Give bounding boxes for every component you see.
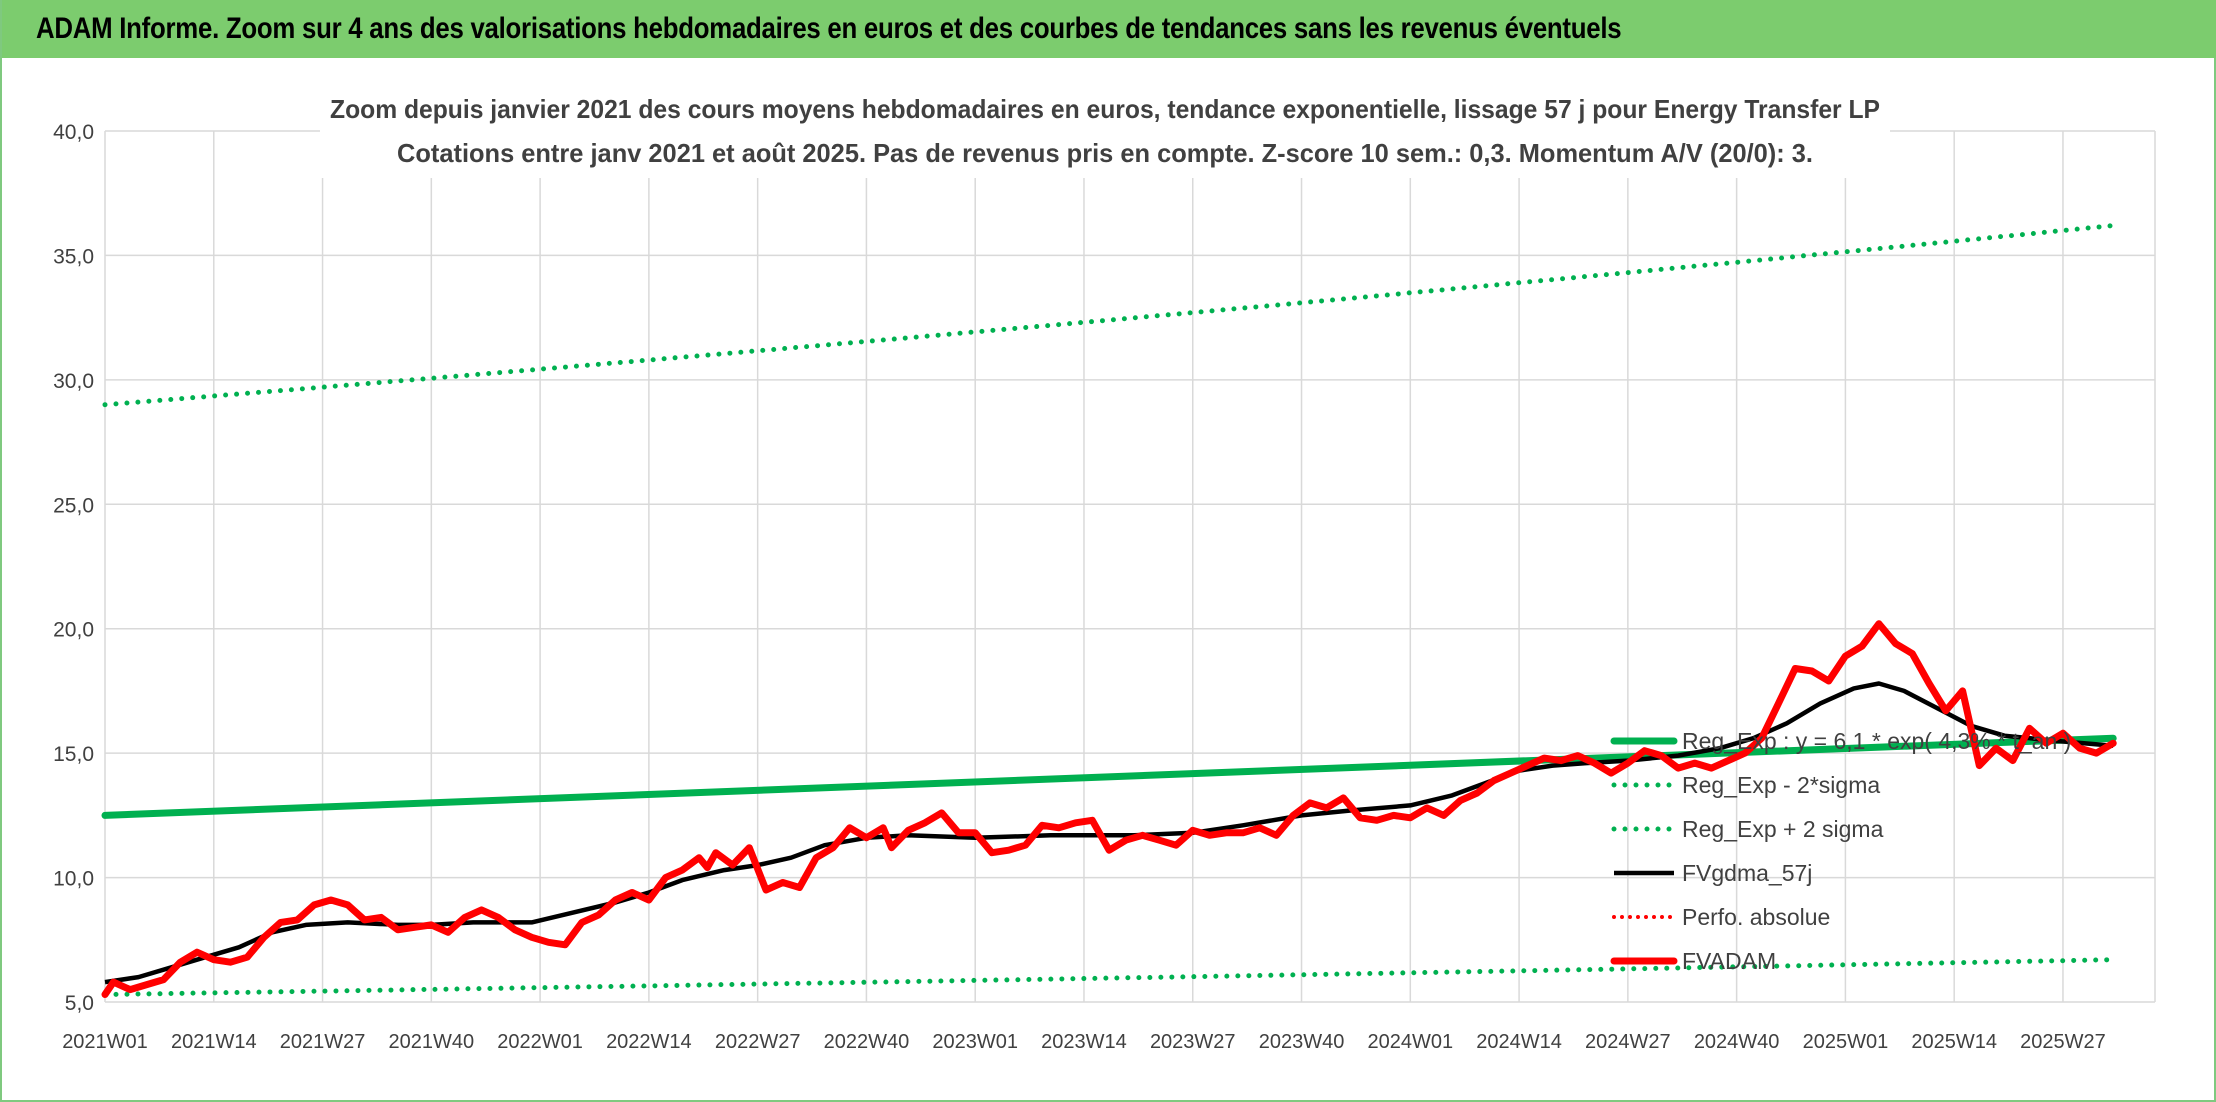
x-tick-label: 2022W40	[824, 1031, 910, 1053]
legend-label-high: Reg_Exp + 2 sigma	[1682, 816, 1884, 842]
chart-grid	[104, 130, 2156, 1003]
x-tick-label: 2021W27	[280, 1031, 366, 1053]
y-tick-label: 25,0	[53, 494, 94, 517]
y-tick-label: 5,0	[65, 992, 94, 1015]
x-tick-label: 2023W14	[1041, 1031, 1127, 1053]
x-tick-label: 2023W01	[932, 1031, 1018, 1053]
x-tick-label: 2023W27	[1150, 1031, 1236, 1053]
x-tick-label: 2021W01	[62, 1031, 148, 1053]
x-tick-label: 2022W01	[497, 1031, 583, 1053]
y-axis-tick-labels: 5,0 10,0 15,0 20,0 25,0 30,0 35,0 40,0	[53, 121, 94, 1015]
price-chart: 5,010,015,020,025,030,035,040,0 2021W01 2…	[53, 82, 2156, 1053]
y-tick-label: 40,0	[53, 121, 94, 144]
chart-title-line-1: Zoom depuis janvier 2021 des cours moyen…	[330, 94, 1880, 124]
x-tick-label: 2021W40	[389, 1031, 475, 1053]
legend-label-ma: FVgdma_57j	[1682, 860, 1812, 886]
chart-title-line-2: Cotations entre janv 2021 et août 2025. …	[397, 138, 1813, 168]
y-tick-label: 15,0	[53, 743, 94, 766]
chart-title-background	[320, 82, 1890, 178]
series-line-high	[102, 223, 2116, 408]
x-tick-label: 2025W14	[1911, 1031, 1997, 1053]
legend-label-reg: Reg_Exp : y = 6,1 * exp( 4,3% * t_an )	[1682, 728, 2071, 754]
x-tick-label: 2025W27	[2020, 1031, 2106, 1053]
series-line-reg	[101, 734, 2117, 819]
x-tick-label: 2025W01	[1803, 1031, 1889, 1053]
y-tick-label: 30,0	[53, 370, 94, 393]
x-tick-label: 2023W40	[1259, 1031, 1345, 1053]
x-tick-label: 2021W14	[171, 1031, 257, 1053]
x-tick-label: 2022W27	[715, 1031, 801, 1053]
x-tick-label: 2024W40	[1694, 1031, 1780, 1053]
x-axis-tick-labels: 2021W01 2021W14 2021W27 2021W40 2022W01 2022W…	[62, 1031, 2106, 1053]
y-tick-label: 20,0	[53, 619, 94, 642]
chart-title-box: Zoom depuis janvier 2021 des cours moyen…	[320, 82, 1890, 178]
banner-title: ADAM Informe. Zoom sur 4 ans des valoris…	[36, 12, 1622, 45]
x-tick-label: 2022W14	[606, 1031, 692, 1053]
series-line-low	[102, 957, 2116, 997]
legend-label-price: FVADAM	[1682, 948, 1776, 974]
legend-label-low: Reg_Exp - 2*sigma	[1682, 772, 1880, 798]
x-tick-label: 2024W14	[1476, 1031, 1562, 1053]
y-tick-label: 10,0	[53, 868, 94, 891]
y-tick-label: 35,0	[53, 245, 94, 268]
x-tick-label: 2024W27	[1585, 1031, 1671, 1053]
series-line-price	[101, 620, 2117, 998]
report-banner: ADAM Informe. Zoom sur 4 ans des valoris…	[2, 0, 2216, 58]
legend-label-perf: Perfo. absolue	[1682, 904, 1830, 930]
x-tick-label: 2024W01	[1367, 1031, 1453, 1053]
chart-legend: Reg_Exp : y = 6,1 * exp( 4,3% * t_an ) Re…	[1610, 728, 2071, 974]
series-lines	[101, 223, 2117, 998]
